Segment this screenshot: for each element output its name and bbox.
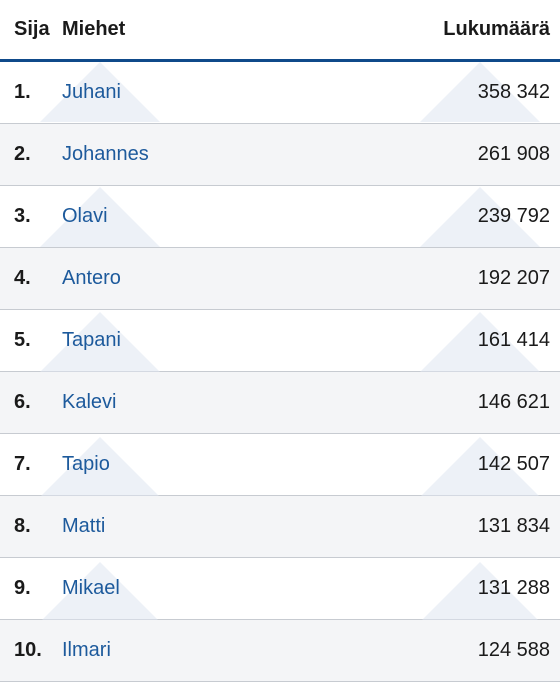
row-rank: 10. <box>0 619 62 682</box>
row-rank: 2. <box>0 123 62 186</box>
row-rank: 8. <box>0 495 62 558</box>
row-count: 142 507 <box>302 433 560 496</box>
row-count: 358 342 <box>302 60 560 124</box>
table-row: 10. Ilmari 124 588 <box>0 619 560 682</box>
row-count: 239 792 <box>302 185 560 248</box>
table-row: 9. Mikael 131 288 <box>0 557 560 620</box>
table-header-row: Sija Miehet Lukumäärä <box>0 0 560 62</box>
row-count: 124 588 <box>302 619 560 682</box>
table-row: 3. Olavi 239 792 <box>0 185 560 248</box>
row-count: 261 908 <box>302 123 560 186</box>
table-row: 2. Johannes 261 908 <box>0 123 560 186</box>
row-rank: 4. <box>0 247 62 310</box>
row-rank: 5. <box>0 309 62 372</box>
table-row: 6. Kalevi 146 621 <box>0 371 560 434</box>
row-name-link[interactable]: Antero <box>62 247 302 310</box>
table-row: 4. Antero 192 207 <box>0 247 560 310</box>
row-name-link[interactable]: Mikael <box>62 557 302 620</box>
row-count: 161 414 <box>302 309 560 372</box>
row-count: 192 207 <box>302 247 560 310</box>
row-name-link[interactable]: Tapani <box>62 309 302 372</box>
row-name-link[interactable]: Juhani <box>62 60 302 124</box>
row-count: 131 288 <box>302 557 560 620</box>
header-count: Lukumäärä <box>302 0 560 62</box>
row-rank: 7. <box>0 433 62 496</box>
row-rank: 3. <box>0 185 62 248</box>
row-count: 131 834 <box>302 495 560 558</box>
table-row: 8. Matti 131 834 <box>0 495 560 558</box>
header-rank: Sija <box>0 0 62 62</box>
row-name-link[interactable]: Matti <box>62 495 302 558</box>
row-count: 146 621 <box>302 371 560 434</box>
table-row: 1. Juhani 358 342 <box>0 60 560 124</box>
row-rank: 6. <box>0 371 62 434</box>
row-rank: 9. <box>0 557 62 620</box>
row-name-link[interactable]: Tapio <box>62 433 302 496</box>
row-name-link[interactable]: Johannes <box>62 123 302 186</box>
row-rank: 1. <box>0 60 62 124</box>
row-name-link[interactable]: Olavi <box>62 185 302 248</box>
row-name-link[interactable]: Ilmari <box>62 619 302 682</box>
table-row: 5. Tapani 161 414 <box>0 309 560 372</box>
header-name: Miehet <box>62 0 302 62</box>
table-row: 7. Tapio 142 507 <box>0 433 560 496</box>
row-name-link[interactable]: Kalevi <box>62 371 302 434</box>
